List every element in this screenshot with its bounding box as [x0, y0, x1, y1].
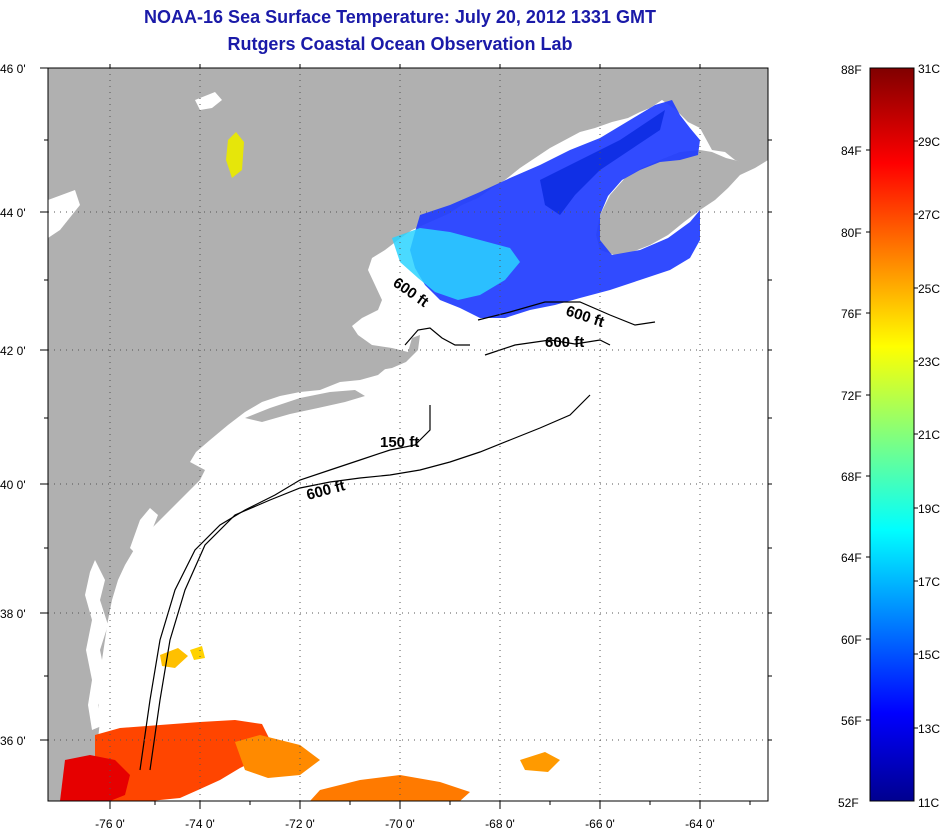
sst-offshore-patch — [520, 752, 560, 772]
land-long-island — [245, 390, 365, 422]
colorbar-f-label: 52F — [838, 796, 859, 810]
contour-600ft-gom — [404, 327, 470, 346]
map-area: 600 ft 600 ft 600 ft 150 ft 600 ft — [48, 68, 768, 801]
colorbar-c-label: 27C — [918, 208, 941, 222]
map-frame — [47, 67, 769, 802]
sst-south-orange — [235, 735, 320, 778]
colorbar-f-label: 68F — [841, 470, 862, 484]
colorbar-c-label: 19C — [918, 502, 941, 516]
lat-label: 36 0' — [0, 734, 26, 748]
colorbar-f-label: 80F — [841, 226, 862, 240]
sst-gulf-cyan — [392, 228, 520, 300]
lon-label: -68 0' — [485, 817, 515, 831]
colorbar-f-label: 76F — [841, 307, 862, 321]
map-title: NOAA-16 Sea Surface Temperature: July 20… — [144, 7, 656, 27]
land-mainland — [48, 68, 768, 801]
sst-yellow-patch-2 — [190, 646, 205, 660]
lon-label: -74 0' — [185, 817, 215, 831]
chesapeake-bay — [85, 560, 108, 730]
colorbar-f-label: 64F — [841, 551, 862, 565]
lake-white-2 — [195, 92, 222, 110]
contour-600ft-georges-south — [484, 339, 611, 356]
colorbar-c-label: 13C — [918, 722, 941, 736]
colorbar-c-label: 29C — [918, 135, 941, 149]
sst-gulf-mid — [540, 110, 665, 215]
colorbar-c-label: 31C — [918, 62, 941, 76]
lon-label: -76 0' — [95, 817, 125, 831]
lat-label: 46 0' — [0, 62, 26, 76]
contour-600ft-georges-north — [477, 301, 656, 326]
colorbar-c-label: 25C — [918, 282, 941, 296]
lat-label: 40 0' — [0, 478, 26, 492]
sst-south-red — [60, 755, 130, 801]
colorbar-f-label: 84F — [841, 144, 862, 158]
bathymetry-contours — [139, 301, 656, 771]
sst-inland-yellow — [226, 132, 244, 178]
colorbar-c-label: 23C — [918, 355, 941, 369]
colorbar-f-label: 56F — [841, 714, 862, 728]
colorbar-c-label: 11C — [918, 796, 940, 810]
contour-600ft-shelf-edge — [149, 394, 591, 771]
latitude-labels: 46 0' 44 0' 42 0' 40 0' 38 0' 36 0' — [0, 62, 26, 748]
colorbar-f-label: 60F — [841, 633, 862, 647]
lat-label: 42 0' — [0, 344, 26, 358]
lon-label: -66 0' — [585, 817, 615, 831]
sst-yellow-patch — [160, 648, 188, 668]
lon-label: -64 0' — [685, 817, 715, 831]
sst-offshore-orange — [310, 775, 470, 801]
contour-150ft — [139, 405, 431, 771]
delaware-bay — [130, 508, 158, 560]
contour-label: 600 ft — [545, 334, 584, 351]
colorbar-ticks — [866, 140, 918, 729]
colorbar-c-label: 15C — [918, 648, 941, 662]
axis-ticks — [40, 64, 772, 809]
lake-white-1 — [48, 190, 80, 238]
land-cape-cod — [372, 335, 420, 370]
lon-label: -70 0' — [385, 817, 415, 831]
colorbar-c-label: 21C — [918, 428, 941, 442]
contour-label: 150 ft — [380, 434, 419, 451]
land-nova-scotia — [596, 150, 768, 255]
lat-label: 38 0' — [0, 607, 26, 621]
colorbar-c-label: 17C — [918, 575, 941, 589]
colorbar-f-label: 88F — [841, 63, 862, 77]
map-grid — [48, 68, 768, 801]
map-subtitle: Rutgers Coastal Ocean Observation Lab — [227, 34, 573, 54]
lon-label: -72 0' — [285, 817, 315, 831]
longitude-labels: -76 0' -74 0' -72 0' -70 0' -68 0' -66 0… — [95, 817, 715, 831]
colorbar — [869, 67, 915, 802]
colorbar-f-label: 72F — [841, 389, 862, 403]
lat-label: 44 0' — [0, 206, 26, 220]
